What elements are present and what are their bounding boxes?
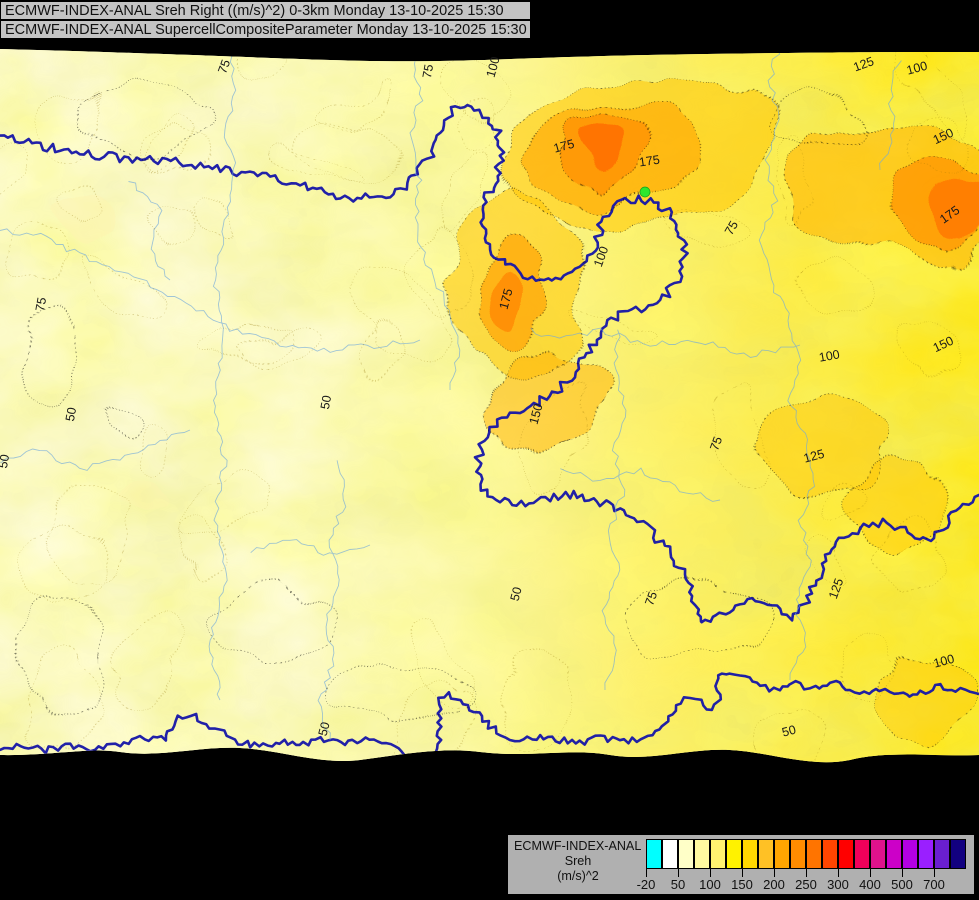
svg-text:175: 175 (638, 153, 661, 170)
svg-text:50: 50 (63, 406, 79, 422)
svg-text:50: 50 (318, 394, 334, 410)
svg-text:75: 75 (33, 296, 49, 312)
svg-text:75: 75 (420, 63, 436, 79)
